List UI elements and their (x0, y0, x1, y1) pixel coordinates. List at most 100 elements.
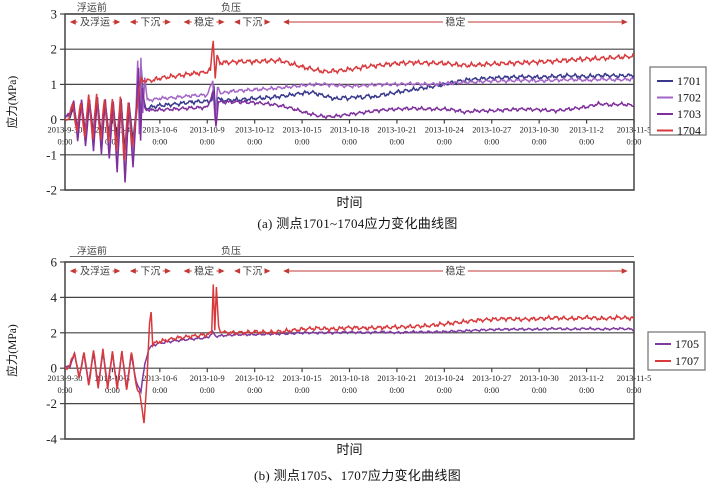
x-tick-date: 2013-11-2 (569, 126, 604, 135)
x-tick-time: 0:00 (342, 138, 357, 147)
x-tick-date: 2013-10-6 (142, 374, 177, 383)
left-arrow-icon (69, 19, 76, 25)
legend-label: 1705 (675, 337, 699, 351)
x-tick-time: 0:00 (532, 138, 547, 147)
left-arrow-icon (283, 268, 290, 274)
right-arrow-icon (114, 268, 121, 274)
y-tick-label: 4 (51, 290, 58, 305)
chart-b-plot: 6 4 2 0 -2 -4 2013-9-30 0:00 2013-10-3 0:00 2013-1… (5, 246, 706, 457)
right-arrow-icon (218, 268, 225, 274)
x-tick-time: 0:00 (627, 386, 642, 395)
left-arrow-icon (234, 268, 241, 274)
x-tick-time: 0:00 (389, 386, 404, 395)
x-tick-date: 2013-11-2 (569, 374, 604, 383)
x-tick-date: 2013-10-24 (425, 374, 465, 383)
legend-label: 1704 (677, 124, 701, 138)
x-tick-time: 0:00 (437, 386, 452, 395)
x-tick-date: 2013-10-27 (472, 374, 511, 383)
y-tick-label: 3 (51, 7, 58, 22)
chart-a-plot: 3 2 1 0 -1 -2 2013-9-30 0:00 2013-10-3 0:00 2013-1… (5, 1, 707, 210)
phase-label: 下沉 (242, 16, 262, 29)
phase-label: 稳定 (445, 265, 465, 278)
x-tick-date: 2013-10-30 (520, 126, 559, 135)
right-arrow-icon (264, 268, 271, 274)
y-tick-label: 6 (51, 255, 58, 270)
x-tick-date: 2013-10-30 (520, 374, 559, 383)
left-arrow-icon (234, 19, 241, 25)
x-tick-date: 2013-10-18 (330, 374, 369, 383)
x-tick-date: 2013-10-12 (235, 126, 274, 135)
phase-header-label: 浮运前 (77, 246, 107, 257)
x-tick-date: 2013-10-15 (283, 126, 322, 135)
x-tick-time: 0:00 (342, 386, 357, 395)
x-tick-date: 2013-11-5 (617, 126, 652, 135)
x-tick-date: 2013-9-30 (48, 126, 83, 135)
chart-b-caption: (b) 测点1705、1707应力变化曲线图 (253, 468, 461, 483)
phase-header-label: 浮运前 (77, 1, 107, 14)
phase-label: 下沉 (242, 265, 262, 278)
phase-label: 下沉 (140, 265, 160, 278)
x-tick-date: 2013-10-9 (190, 126, 225, 135)
x-tick-date: 2013-10-24 (425, 126, 465, 135)
phase-label: 下沉 (140, 16, 160, 29)
y-tick-label: 0 (51, 361, 58, 376)
x-tick-date: 2013-10-15 (283, 374, 322, 383)
x-axis-title: 时间 (336, 195, 362, 210)
y-tick-label: -2 (46, 183, 57, 198)
x-tick-time: 0:00 (437, 138, 452, 147)
series-line-1703 (65, 67, 634, 183)
x-tick-date: 2013-10-21 (377, 374, 416, 383)
x-tick-time: 0:00 (247, 138, 262, 147)
series-line-1707 (65, 284, 634, 424)
x-tick-date: 2013-10-3 (95, 374, 130, 383)
phase-label: 稳定 (194, 265, 214, 278)
x-tick-time: 0:00 (579, 138, 594, 147)
phase-header-label: 负压 (221, 246, 241, 257)
x-axis-title: 时间 (336, 442, 362, 457)
phase-label: 稳定 (194, 16, 214, 29)
left-arrow-icon (183, 268, 190, 274)
phase-label: 及浮运 (80, 266, 110, 278)
x-tick-date: 2013-10-27 (472, 126, 511, 135)
y-tick-label: 0 (51, 112, 58, 127)
series-line-1702 (65, 57, 634, 177)
plot-border (64, 13, 635, 191)
right-arrow-icon (264, 19, 271, 25)
plot-border (64, 261, 635, 440)
phase-label: 及浮运 (80, 17, 110, 29)
x-tick-time: 0:00 (627, 138, 642, 147)
x-tick-time: 0:00 (200, 386, 215, 395)
x-tick-time: 0:00 (58, 386, 73, 395)
x-tick-time: 0:00 (295, 386, 310, 395)
x-tick-time: 0:00 (105, 138, 120, 147)
legend-label: 1703 (677, 107, 701, 121)
x-tick-time: 0:00 (295, 138, 310, 147)
x-tick-time: 0:00 (58, 138, 73, 147)
x-tick-time: 0:00 (247, 386, 262, 395)
x-tick-time: 0:00 (152, 138, 167, 147)
x-tick-date: 2013-10-6 (142, 126, 177, 135)
right-arrow-icon (164, 268, 171, 274)
x-tick-date: 2013-10-3 (95, 126, 130, 135)
left-arrow-icon (69, 268, 76, 274)
series-line-1704 (65, 40, 634, 161)
left-arrow-icon (283, 19, 290, 25)
phase-header-label: 负压 (221, 1, 241, 14)
right-arrow-icon (218, 19, 225, 25)
y-tick-label: 1 (51, 77, 58, 92)
left-arrow-icon (183, 19, 190, 25)
x-tick-date: 2013-9-30 (48, 374, 83, 383)
chart-a-caption: (a) 测点1701~1704应力变化曲线图 (257, 216, 458, 231)
x-tick-time: 0:00 (532, 386, 547, 395)
legend-label: 1707 (675, 354, 699, 368)
phase-label: 稳定 (445, 16, 465, 29)
y-axis-title: 应力(MPa) (5, 324, 19, 377)
x-tick-time: 0:00 (484, 138, 499, 147)
y-axis-title: 应力(MPa) (5, 76, 19, 129)
y-tick-label: -4 (46, 432, 57, 447)
legend-box (649, 66, 707, 136)
x-tick-date: 2013-10-9 (190, 374, 225, 383)
right-arrow-icon (114, 19, 121, 25)
series-line-1701 (65, 66, 634, 151)
